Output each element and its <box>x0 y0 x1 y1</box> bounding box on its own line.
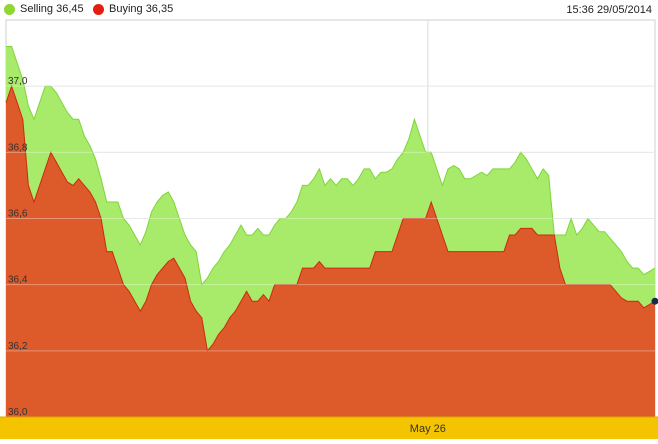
legend-buying[interactable]: Buying 36,35 <box>93 3 173 15</box>
series-line-selling <box>6 46 656 286</box>
buying-dot-icon <box>93 3 104 15</box>
legend-selling[interactable]: Selling 36,45 <box>4 3 84 15</box>
x-axis-label: May 26 <box>410 423 446 435</box>
y-tick-label: 36,2 <box>8 341 28 352</box>
legend-buying-label: Buying 36,35 <box>109 3 174 15</box>
timestamp: 15:36 29/05/2014 <box>566 4 652 16</box>
last-value-marker <box>651 297 658 305</box>
legend-selling-label: Selling 36,45 <box>20 3 84 15</box>
series-area-buying <box>6 86 655 417</box>
y-tick-label: 36,0 <box>8 407 28 418</box>
y-tick-label: 36,6 <box>8 209 28 220</box>
series-line-buying <box>5 84 656 352</box>
selling-dot-icon <box>4 3 15 15</box>
y-tick-label: 36,4 <box>8 275 28 286</box>
y-tick-label: 37,0 <box>8 76 28 87</box>
y-tick-label: 36,8 <box>8 142 28 153</box>
x-axis-band <box>0 417 658 439</box>
legend-bar: Selling 36,45 Buying 36,35 15:36 29/05/2… <box>0 0 658 20</box>
